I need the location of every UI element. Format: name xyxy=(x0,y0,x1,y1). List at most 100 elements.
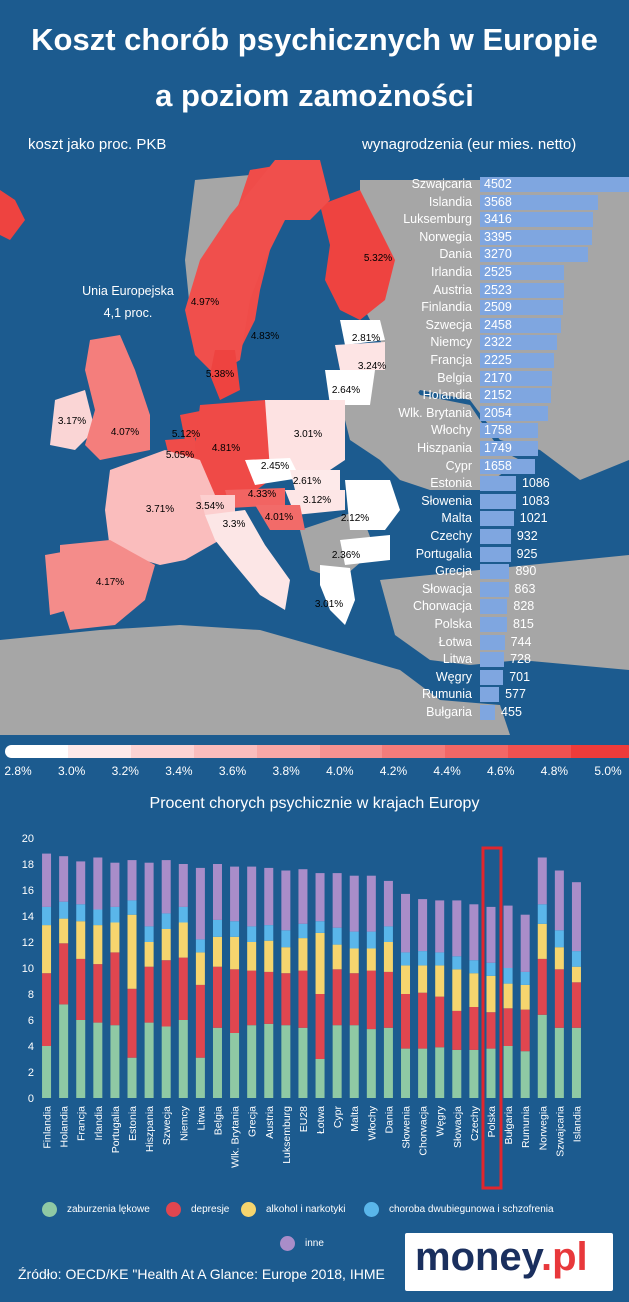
bar-segment xyxy=(571,966,581,983)
bar-segment xyxy=(366,875,376,932)
bar-segment xyxy=(144,1022,154,1098)
wage-row: Niemcy 2322 xyxy=(395,334,629,351)
country-slovenia-croatia xyxy=(255,505,305,530)
wage-value: 3395 xyxy=(484,229,512,244)
bar-segment xyxy=(520,914,530,972)
wage-value: 3416 xyxy=(484,212,512,227)
bar-segment xyxy=(486,975,496,1013)
wage-country: Estonia xyxy=(430,476,472,491)
wage-country: Słowacja xyxy=(421,581,472,596)
bar-segment xyxy=(469,1049,479,1098)
country-lithuania xyxy=(325,370,375,405)
bar-segment xyxy=(110,1025,120,1098)
wage-bar xyxy=(480,529,511,544)
bar-segment xyxy=(349,948,359,974)
wage-bar xyxy=(480,705,496,720)
bar-segment xyxy=(76,958,86,1020)
legend-label-anxiety: zaburzenia lękowe xyxy=(67,1204,150,1215)
wage-row: Portugalia 925 xyxy=(395,546,629,563)
country-greece xyxy=(320,565,355,625)
wage-country: Finlandia xyxy=(421,300,472,315)
country-france xyxy=(105,450,220,565)
x-tick-label: EU28 xyxy=(298,1106,310,1132)
legend-item-other: inne xyxy=(280,1236,324,1251)
bar-segment xyxy=(264,971,274,1024)
stacked-bar-chart: 0 2 4 6 8 10 12 14 16 18 20 Finlandia Holandia Francj… xyxy=(22,833,583,1190)
legend-label-bipolar: choroba dwubiegunowa i schzofrenia xyxy=(389,1204,554,1215)
bar-segment xyxy=(195,984,205,1058)
bar-segment xyxy=(486,1012,496,1049)
bar-segment xyxy=(520,971,530,985)
logo-main: money xyxy=(415,1235,541,1279)
source-note: Źródło: OECD/KE "Health At A Glance: Eur… xyxy=(18,1266,385,1282)
y-tick-label: 12 xyxy=(22,937,34,949)
bar-segment xyxy=(418,965,428,993)
scale-label: 4.8% xyxy=(540,764,569,778)
label-hungary: 3.12% xyxy=(303,495,331,506)
bar-segment xyxy=(247,1025,257,1098)
wage-value: 1749 xyxy=(484,441,512,455)
wage-bar xyxy=(480,405,548,421)
wage-bar xyxy=(480,599,508,615)
wage-bar xyxy=(480,669,504,685)
wage-value: 2509 xyxy=(484,300,512,315)
legend-item-alcohol: alkohol i narkotyki xyxy=(241,1202,345,1217)
bar-segment xyxy=(332,927,342,945)
bar-segment xyxy=(298,970,308,1028)
bar-segment xyxy=(537,1014,547,1098)
bar-segment xyxy=(59,918,69,944)
wage-country: Austria xyxy=(433,282,472,297)
y-tick-label: 2 xyxy=(28,1067,34,1079)
x-tick-label: Cypr xyxy=(332,1105,344,1128)
wage-bar xyxy=(480,317,562,333)
bar-segment xyxy=(503,1008,513,1046)
bar-segment xyxy=(401,1048,411,1098)
bar-segment xyxy=(452,1010,462,1050)
bar-segment xyxy=(178,1020,188,1098)
bar-segment xyxy=(195,952,205,985)
wage-bar xyxy=(480,229,593,245)
bar-segment xyxy=(127,1057,137,1098)
wage-country: Holandia xyxy=(422,388,472,403)
bar-segment xyxy=(59,901,69,919)
country-poland xyxy=(265,400,345,475)
x-tick-label: Francja xyxy=(76,1106,88,1141)
label-sweden: 4.83% xyxy=(251,331,279,342)
wage-bar xyxy=(480,546,511,562)
wage-value: 1086 xyxy=(521,476,550,491)
wage-row: Łotwa 744 xyxy=(395,634,629,651)
wage-row: Austria 2523 xyxy=(395,282,629,299)
wage-country: Szwajcaria xyxy=(411,177,472,191)
label-belgium: 5.05% xyxy=(166,450,194,461)
wage-row: Polska 815 xyxy=(395,616,629,633)
legend-item-anxiety: zaburzenia lękowe xyxy=(42,1202,150,1217)
bar-segment xyxy=(230,1033,240,1098)
bar-segment xyxy=(230,921,240,937)
x-tick-label: Holandia xyxy=(59,1106,71,1148)
legend-dot-other xyxy=(280,1236,295,1251)
wage-row: Estonia 1086 xyxy=(395,475,629,492)
bar-segment xyxy=(554,1027,564,1098)
scale-segment xyxy=(319,745,383,758)
x-tick-label: Bułgaria xyxy=(503,1106,515,1145)
label-denmark: 5.38% xyxy=(206,369,234,380)
bar-segment xyxy=(418,899,428,952)
scale-segment xyxy=(67,745,131,758)
wage-value: 2525 xyxy=(484,265,512,279)
bar-segment xyxy=(537,923,547,959)
bar-segment xyxy=(383,926,393,942)
bar-segment xyxy=(144,942,154,967)
wage-value: 890 xyxy=(515,564,537,579)
bar-segment xyxy=(110,906,120,923)
eu-label-line2: 4,1 proc. xyxy=(104,306,153,320)
country-finland xyxy=(320,190,395,320)
wage-value: 2054 xyxy=(484,405,512,420)
wage-row: Chorwacja 828 xyxy=(395,598,629,615)
country-romania xyxy=(345,480,400,530)
bar-segment xyxy=(537,857,547,905)
bar-segment xyxy=(452,969,462,1011)
wage-country: Niemcy xyxy=(430,335,472,350)
bar-segment xyxy=(212,1027,222,1098)
wage-row: Francja 2225 xyxy=(395,352,629,369)
bar-segment xyxy=(230,866,240,922)
